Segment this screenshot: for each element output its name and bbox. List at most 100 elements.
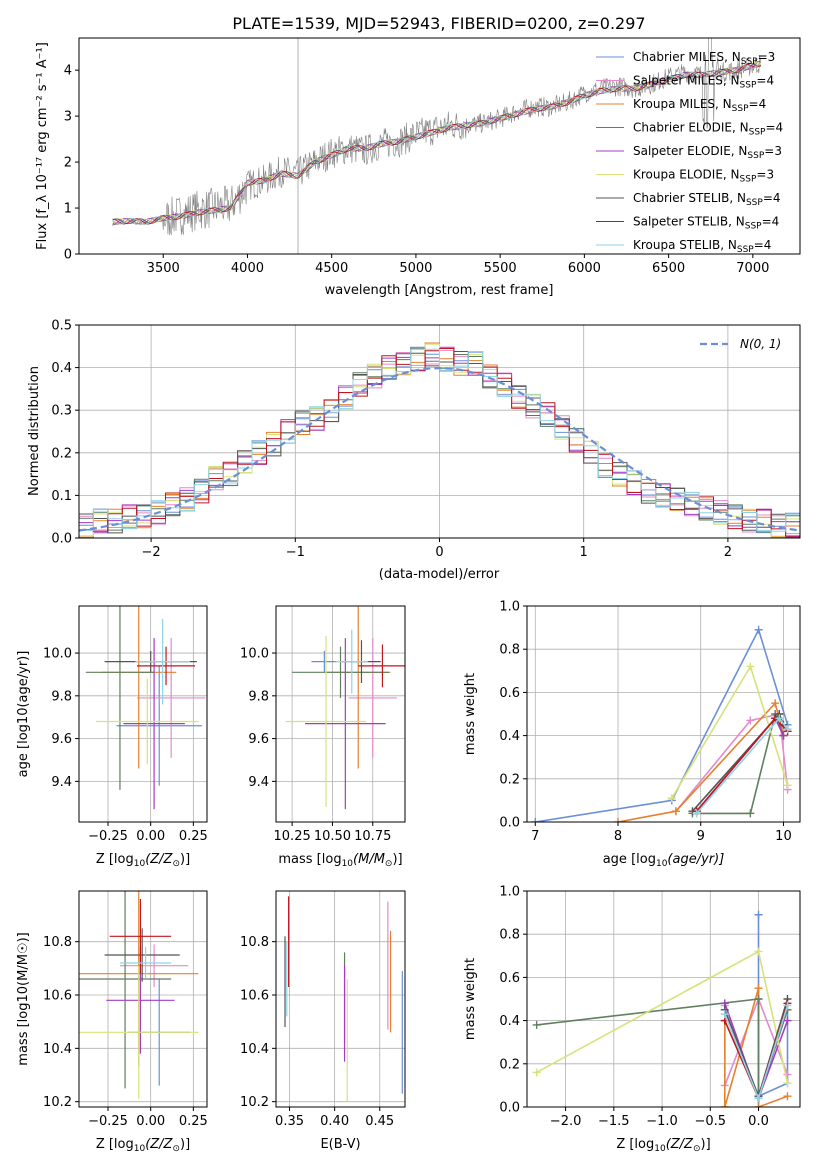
mass-weight-line (757, 914, 789, 1098)
label-part: Kroupa STELIB, N (633, 238, 737, 252)
x-tick-label: 4000 (231, 261, 264, 276)
label-part: Z [log (96, 852, 134, 867)
x-tick-label: 10.50 (314, 829, 351, 844)
axes-frame (78, 890, 208, 1108)
axes-frame (275, 890, 406, 1108)
y-tick-label: 10.2 (43, 1095, 72, 1110)
label-part: Salpeter STELIB, N (633, 215, 745, 229)
subscript: SSP (740, 175, 757, 185)
data-point-marker (754, 910, 763, 919)
data-point-marker (746, 716, 755, 725)
label-part: Chabrier ELODIE, N (633, 121, 749, 135)
mass-weight-vs-metallicity-panel: −2.0 −1.5 −1.0 −0.5 0.0 0.0 0.2 0.4 0.6 0.8 1.0 Z [… (463, 885, 801, 1154)
x-tick-label: −0.25 (88, 829, 128, 844)
mass-vs-ebv-panel: 0.35 0.40 0.45 10.2 10.4 10.6 10.8 E(B-V) (240, 890, 406, 1152)
y-tick-label: 0.0 (51, 532, 72, 547)
data-point-marker (783, 781, 792, 790)
x-tick-label: 4500 (315, 261, 348, 276)
x-tick-label: 6000 (568, 261, 601, 276)
x-tick-label: −0.25 (88, 1114, 128, 1129)
subscript: ⊙ (172, 1144, 180, 1154)
model-spectrum-line (112, 62, 762, 225)
y-axis-label: Normed distribution (27, 366, 42, 496)
model-spectrum-line (112, 63, 761, 225)
data-point-marker (779, 731, 788, 740)
x-tick-label: 1 (580, 545, 588, 560)
x-axis-label: Z [log10(Z/Z⊙)] (96, 852, 190, 869)
label-part: =3 (758, 50, 776, 64)
plot-area (79, 342, 800, 538)
x-tick-label: 0.25 (179, 1114, 208, 1129)
y-tick-label: 10.6 (43, 989, 72, 1004)
y-tick-label: 10.2 (240, 1095, 269, 1110)
y-tick-label: 10.8 (240, 935, 269, 950)
label-part: =4 (762, 215, 780, 229)
x-axis-label: (data-model)/error (379, 567, 500, 582)
age-vs-metallicity-panel: −0.25 0.00 0.25 9.4 9.6 9.8 10.0 Z [log10(Z/Z⊙)… (16, 605, 208, 869)
axes-frame (275, 605, 406, 823)
label-part: (age/yr)] (667, 852, 724, 867)
x-axis-label: E(B-V) (320, 1137, 360, 1152)
data-point-marker (614, 818, 622, 822)
y-tick-label: 1 (64, 202, 72, 217)
subscript: SSP (746, 198, 763, 208)
y-tick-label: 0.2 (51, 446, 72, 461)
y-tick-label: 0.4 (499, 1014, 520, 1029)
mass-weight-line (692, 711, 785, 815)
label-part: Chabrier MILES, N (633, 50, 741, 64)
subscript: 10 (134, 859, 146, 869)
data-point-marker (783, 1092, 792, 1101)
data-point-marker (783, 725, 792, 734)
x-tick-label: 0.25 (179, 829, 208, 844)
label-part: Z [log (96, 1137, 134, 1152)
data-point-marker (532, 1068, 541, 1077)
y-axis-label: mass [log10(M/M☉)] (16, 932, 31, 1065)
x-tick-label: 0.0 (748, 1114, 769, 1129)
age-vs-mass-panel: 10.25 10.50 10.75 9.4 9.6 9.8 10.0 mass [log10(… (240, 605, 406, 869)
y-tick-label: 2 (64, 156, 72, 171)
model-spectrum-line (112, 62, 762, 225)
axes-frame (78, 605, 208, 823)
y-tick-label: 9.4 (248, 775, 269, 790)
x-tick-label: 0 (435, 545, 443, 560)
subscript: ⊙ (385, 859, 393, 869)
y-axis-label: Flux [f_λ 10⁻¹⁷ erg cm⁻² s⁻¹ A⁻¹] (35, 42, 50, 250)
y-tick-label: 0.3 (51, 404, 72, 419)
y-tick-label: 0.0 (499, 1101, 520, 1116)
x-axis-label: mass [log10(M/M⊙)] (278, 852, 402, 869)
y-tick-label: 0.4 (51, 361, 72, 376)
label-part: )] (180, 1137, 190, 1152)
y-tick-label: 0.8 (499, 643, 520, 658)
label-part: )] (701, 1137, 711, 1152)
x-tick-label: 5000 (399, 261, 432, 276)
subscript: SSP (737, 245, 754, 255)
x-tick-label: 0.35 (275, 1114, 304, 1129)
y-tick-label: 9.4 (51, 775, 72, 790)
y-tick-label: 1.0 (499, 600, 520, 615)
subscript: ⊙ (172, 859, 180, 869)
histogram-step (79, 343, 800, 537)
y-tick-label: 10.4 (43, 1042, 72, 1057)
data-point-marker (754, 995, 763, 1003)
y-tick-label: 0.2 (499, 1057, 520, 1072)
normal-reference-curve (79, 366, 800, 532)
plot-area (285, 606, 405, 810)
data-point-marker (746, 662, 755, 671)
data-point-marker (783, 1016, 792, 1025)
label-part: Z [log (616, 1137, 654, 1152)
label-part: )] (392, 852, 402, 867)
label-part: =4 (749, 97, 767, 111)
label-part: (Z/Z (145, 1137, 173, 1152)
axes-frame (78, 37, 801, 255)
figure-title: PLATE=1539, MJD=52943, FIBERID=0200, z=0… (232, 14, 645, 33)
data-point-marker (667, 794, 676, 803)
plot-area (531, 625, 792, 822)
subscript: SSP (747, 151, 764, 161)
data-point-marker (746, 809, 755, 818)
legend-entry: Chabrier ELODIE, NSSP=4 (633, 121, 783, 138)
spectrum-panel: 3500 4000 4500 5000 5500 6000 6500 7000 0 1 2 3 4 Cha… (35, 37, 801, 298)
label-part: Salpeter ELODIE, N (633, 144, 747, 158)
plot-area (112, 38, 762, 254)
mass-weight-line (675, 713, 789, 812)
